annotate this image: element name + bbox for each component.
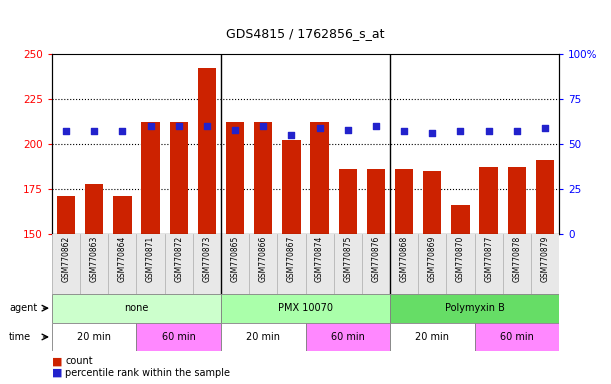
Text: count: count bbox=[65, 356, 93, 366]
Point bbox=[258, 123, 268, 129]
Text: GSM770874: GSM770874 bbox=[315, 236, 324, 282]
Point bbox=[287, 132, 296, 138]
Bar bbox=[390, 294, 559, 323]
Bar bbox=[306, 323, 390, 351]
Point bbox=[540, 125, 550, 131]
Bar bbox=[221, 323, 306, 351]
Point bbox=[428, 130, 437, 136]
Bar bbox=[338, 169, 357, 234]
Text: ■: ■ bbox=[52, 356, 62, 366]
Text: 20 min: 20 min bbox=[246, 332, 280, 342]
Text: GSM770879: GSM770879 bbox=[541, 236, 549, 282]
Bar bbox=[52, 323, 136, 351]
Point bbox=[456, 128, 466, 134]
Text: 60 min: 60 min bbox=[331, 332, 365, 342]
Text: GSM770875: GSM770875 bbox=[343, 236, 353, 282]
Bar bbox=[136, 323, 221, 351]
Text: GSM770867: GSM770867 bbox=[287, 236, 296, 282]
Text: percentile rank within the sample: percentile rank within the sample bbox=[65, 368, 230, 378]
Text: GSM770866: GSM770866 bbox=[258, 236, 268, 282]
Bar bbox=[390, 323, 475, 351]
Bar bbox=[52, 294, 221, 323]
Text: Polymyxin B: Polymyxin B bbox=[445, 303, 505, 313]
Point bbox=[371, 123, 381, 129]
Text: GSM770870: GSM770870 bbox=[456, 236, 465, 282]
Point bbox=[89, 128, 99, 134]
Text: none: none bbox=[124, 303, 148, 313]
Text: 60 min: 60 min bbox=[162, 332, 196, 342]
Text: GSM770876: GSM770876 bbox=[371, 236, 381, 282]
Point bbox=[145, 123, 155, 129]
Text: GSM770871: GSM770871 bbox=[146, 236, 155, 282]
Text: GSM770864: GSM770864 bbox=[118, 236, 127, 282]
Bar bbox=[221, 294, 390, 323]
Text: 20 min: 20 min bbox=[77, 332, 111, 342]
Point bbox=[61, 128, 71, 134]
Text: 20 min: 20 min bbox=[415, 332, 449, 342]
Bar bbox=[85, 184, 103, 234]
Bar bbox=[508, 167, 526, 234]
Point bbox=[343, 126, 353, 132]
Bar bbox=[226, 122, 244, 234]
Bar bbox=[198, 68, 216, 234]
Bar bbox=[170, 122, 188, 234]
Bar bbox=[141, 122, 159, 234]
Bar bbox=[113, 196, 131, 234]
Text: GSM770873: GSM770873 bbox=[202, 236, 211, 282]
Point bbox=[399, 128, 409, 134]
Bar bbox=[480, 167, 498, 234]
Bar bbox=[310, 122, 329, 234]
Bar bbox=[282, 141, 301, 234]
Point bbox=[512, 128, 522, 134]
Point bbox=[117, 128, 127, 134]
Text: GSM770877: GSM770877 bbox=[484, 236, 493, 282]
Text: GSM770862: GSM770862 bbox=[62, 236, 70, 282]
Point bbox=[174, 123, 184, 129]
Text: time: time bbox=[9, 332, 31, 342]
Text: 60 min: 60 min bbox=[500, 332, 534, 342]
Point bbox=[230, 126, 240, 132]
Bar bbox=[475, 323, 559, 351]
Bar bbox=[423, 171, 441, 234]
Point bbox=[202, 123, 212, 129]
Text: GSM770878: GSM770878 bbox=[512, 236, 521, 282]
Bar bbox=[367, 169, 385, 234]
Text: PMX 10070: PMX 10070 bbox=[278, 303, 333, 313]
Bar bbox=[57, 196, 75, 234]
Bar bbox=[395, 169, 413, 234]
Bar bbox=[254, 122, 273, 234]
Text: GSM770865: GSM770865 bbox=[230, 236, 240, 282]
Point bbox=[484, 128, 494, 134]
Text: GSM770869: GSM770869 bbox=[428, 236, 437, 282]
Bar bbox=[452, 205, 470, 234]
Text: GSM770868: GSM770868 bbox=[400, 236, 409, 282]
Text: agent: agent bbox=[9, 303, 37, 313]
Text: GSM770872: GSM770872 bbox=[174, 236, 183, 282]
Point bbox=[315, 125, 324, 131]
Text: GDS4815 / 1762856_s_at: GDS4815 / 1762856_s_at bbox=[226, 27, 385, 40]
Text: GSM770863: GSM770863 bbox=[90, 236, 99, 282]
Text: ■: ■ bbox=[52, 368, 62, 378]
Bar bbox=[536, 160, 554, 234]
